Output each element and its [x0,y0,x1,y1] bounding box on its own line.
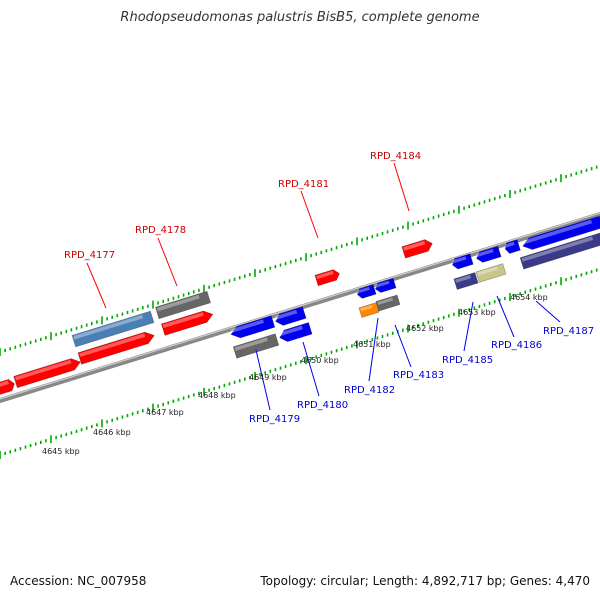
gene-rpd-4178[interactable] [77,330,156,365]
genome-title: Rhodopseudomonas palustris BisB5, comple… [120,10,480,25]
genome-backbone [0,211,600,404]
gene-label-rpd-4183[interactable]: RPD_4183 [393,370,444,381]
genome-summary-text: Topology: circular; Length: 4,892,717 bp… [260,574,590,588]
gene-rpd-4181[interactable] [314,268,341,287]
kbp-label: 4647 kbp [146,408,184,417]
leader-line [535,300,561,323]
kbp-label: 4654 kbp [510,293,548,302]
leader-line [86,262,107,309]
gene-rpd-4185-top[interactable] [451,253,474,270]
gene-label-rpd-4180[interactable]: RPD_4180 [297,400,348,411]
gene-rpd-4182-top[interactable] [356,284,377,300]
gene-label-rpd-4178[interactable]: RPD_4178 [135,225,186,236]
kbp-label: 4648 kbp [198,391,236,400]
kbp-label: 4646 kbp [93,428,131,437]
label-leaders [86,162,561,411]
leader-line [463,301,474,352]
gene-small-right[interactable] [504,239,521,255]
kbp-label: 4653 kbp [458,308,496,317]
upper-tick-track [0,165,598,356]
gene-rpd-4183-top[interactable] [374,277,397,293]
gene-rpd-4179[interactable] [232,333,280,359]
gene-label-rpd-4182[interactable]: RPD_4182 [344,385,395,396]
kbp-label: 4652 kbp [406,324,444,333]
leader-line [300,190,319,239]
gene-gray-upper[interactable] [155,290,211,320]
gene-label-rpd-4181[interactable]: RPD_4181 [278,179,329,190]
lower-tick-track [0,268,598,459]
gene-rpd-4177[interactable] [13,356,83,389]
gene-rpd-4187-top[interactable] [521,215,600,252]
gene-label-rpd-4184[interactable]: RPD_4184 [370,151,421,162]
reverse-genes [229,215,600,359]
leader-line [368,317,379,382]
leader-line [496,295,515,338]
gene-rpd-4185[interactable] [453,272,479,290]
gene-label-rpd-4185[interactable]: RPD_4185 [442,355,493,366]
gene-label-rpd-4187[interactable]: RPD_4187 [543,326,594,337]
leader-line [157,237,178,287]
kbp-label: 4645 kbp [42,447,80,456]
gene-rpd-4177-partial[interactable] [0,378,16,397]
gene-rpd-4186[interactable] [475,263,507,283]
leader-line [255,349,271,411]
gene-red-mid[interactable] [161,309,214,336]
gene-label-rpd-4177[interactable]: RPD_4177 [64,250,115,261]
leader-line [393,162,410,212]
accession-text: Accession: NC_007958 [10,574,147,588]
gene-rpd-4180-top[interactable] [274,306,307,327]
gene-rpd-4182[interactable] [358,302,380,318]
kbp-label: 4649 kbp [249,373,287,382]
gene-rpd-4183[interactable] [375,294,401,312]
forward-genes [0,238,434,397]
leader-line [394,324,412,368]
gene-steelblue[interactable] [71,310,155,348]
kbp-label: 4651 kbp [353,340,391,349]
gene-label-rpd-4186[interactable]: RPD_4186 [491,340,542,351]
gene-rpd-4180[interactable] [278,322,313,344]
gene-label-rpd-4179[interactable]: RPD_4179 [249,414,300,425]
gene-rpd-4187[interactable] [519,232,600,270]
leader-line [302,341,320,397]
gene-rpd-4184[interactable] [401,238,434,259]
gene-rpd-4186-top[interactable] [475,245,502,264]
kbp-label: 4650 kbp [301,356,339,365]
gene-rpd-4179-top[interactable] [229,315,276,340]
